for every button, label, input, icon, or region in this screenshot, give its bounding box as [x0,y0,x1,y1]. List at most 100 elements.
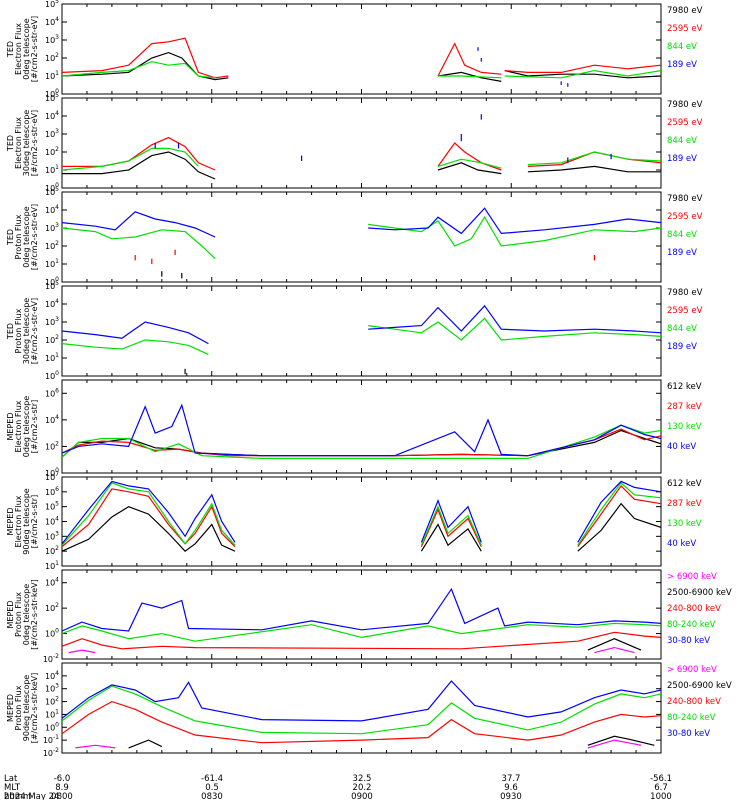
legend-entry: 240-800 keV [667,697,721,707]
footer-lat-value: 37.7 [502,774,521,784]
footer-mlt-value: 9.6 [504,783,518,793]
ylabel-line: MEPED [6,694,15,722]
ytick-label: 107 [45,471,59,482]
legend-entry: 80-240 keV [667,713,716,723]
series-line-3 [437,158,502,169]
series-line-3 [62,60,216,79]
ylabel-line: TED [6,323,15,340]
series-line-1 [437,71,502,82]
ytick-label: 102 [45,146,59,157]
ylabel-line: Electron Flux [14,400,23,452]
ytick-label: 102 [45,440,59,451]
legend-entry: 287 keV [667,402,702,412]
series-line-3 [62,321,209,345]
panel-frame-6 [61,476,662,567]
legend-entry: 844 eV [667,324,697,334]
legend-entry: 189 eV [667,248,697,258]
legend-entry: 612 keV [667,382,702,392]
legend-entry: 40 keV [667,442,696,452]
legend-entry: 40 keV [667,539,696,549]
ytick-label: 102 [45,240,59,251]
ytick-label: 100 [45,721,59,732]
series-line-3 [62,424,661,459]
ytick-label: 102 [45,52,59,63]
legend-entry: 2595 eV [667,306,703,316]
ytick-label: 10-1 [43,734,59,745]
series-line-1 [62,429,661,458]
series-line-3 [368,216,661,247]
footer-date: 2024 May 24 [4,792,59,800]
legend-entry: > 6900 keV [667,572,717,582]
ytick-label: 106 [45,486,59,497]
ytick-label: 100 [45,88,59,99]
footer-lat-value: -61.4 [201,774,223,784]
series-line-2 [62,428,661,457]
legend-entry: 7980 eV [667,100,703,110]
series-line-5 [62,680,661,722]
ytick-label: 103 [45,222,59,233]
ytick-label: 102 [45,545,59,556]
legend-entry: 612 keV [667,479,702,489]
ytick-label: 105 [45,280,59,291]
series-line-4 [62,622,661,642]
series-line-3 [438,75,502,79]
footer-lat-value: -56.1 [650,774,672,784]
series-line-2 [420,508,482,547]
legend-entry: 844 eV [667,230,697,240]
footer-hhmm-value: 0930 [500,792,522,800]
ytick-label: 101 [45,708,59,719]
panel-frame-5 [61,379,662,474]
ytick-label: 103 [45,34,59,45]
ylabel-line: MEPED [6,413,15,441]
legend-entry: 287 keV [667,499,702,509]
series-line-1 [62,51,229,81]
series-line-2 [128,739,163,749]
series-line-3 [504,69,661,79]
series-line-1 [437,162,502,175]
series-line-1 [594,646,635,654]
series-line-4 [62,403,661,457]
ytick-label: 100 [45,628,59,639]
series-line-3 [62,700,661,744]
series-line-1 [62,506,236,553]
footer-lat-value: -6.0 [54,774,71,784]
ytick-label: 103 [45,128,59,139]
ylabel-line: [#/cm2-s-str-eV] [30,298,39,364]
legend-entry: 2500-6900 keV [667,681,732,691]
series-line-1 [62,151,216,180]
legend-entry: 130 keV [667,519,702,529]
legend-entry: 189 eV [667,154,697,164]
ylabel-line: [#/cm2-s-str-eV] [30,204,39,270]
ylabel-line: Electron Flux [14,495,23,547]
panel-frame-1 [61,3,662,95]
series-line-2 [62,488,236,548]
ytick-label: 100 [45,182,59,193]
ylabel-line: 0deg telescope [22,18,31,79]
ylabel-line: [#/cm2-s-str-eV] [30,110,39,176]
legend-entry: 30-80 keV [667,729,710,739]
legend-entry: 240-800 keV [667,604,721,614]
series-line-1 [420,523,482,552]
ylabel-line: TED [6,41,15,58]
legend-entry: 2500-6900 keV [667,588,732,598]
series-line-4 [62,685,661,735]
series-line-4 [577,480,661,543]
series-line-2 [587,735,655,746]
ytick-label: 102 [45,696,59,707]
legend-entry: 2595 eV [667,24,703,34]
ytick-label: 102 [45,602,59,613]
series-line-1 [75,744,116,749]
footer-row-label: Lat [4,774,18,784]
ylabel-line: [#/cm2-s-str] [30,400,39,453]
panel-frame-7 [61,569,662,660]
footer-row-label: MLT [4,783,21,793]
ylabel-line: [#/cm2-s-str-keV] [30,579,39,650]
ytick-label: 100 [45,370,59,381]
ytick-label: 103 [45,683,59,694]
ylabel-line: Proton Flux [14,308,23,353]
footer-hhmm-value: 0900 [351,792,373,800]
legend-entry: 189 eV [667,342,697,352]
panel-frame-4 [61,285,662,377]
